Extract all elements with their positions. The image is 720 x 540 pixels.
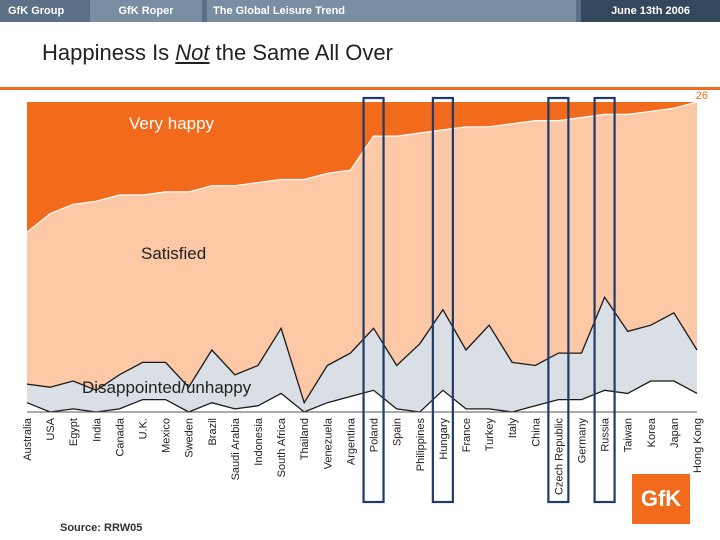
tick-label-czech-republic: Czech Republic [553, 418, 565, 496]
tick-label-spain: Spain [392, 418, 404, 446]
page-title: Happiness Is Not the Same All Over [42, 40, 393, 66]
highlight-box-russia [593, 96, 616, 504]
satisfied-area [27, 102, 697, 412]
title-divider [0, 87, 720, 90]
tick-label-japan: Japan [669, 418, 681, 448]
satisfied-boundary-line [26, 295, 698, 405]
tick-label-sweden: Sweden [184, 418, 196, 458]
tick-label-australia: Australia [22, 417, 34, 461]
tick-label-hong-kong: Hong Kong [692, 418, 704, 473]
tick-label-u-k-: U.K. [138, 418, 150, 439]
tick-label-saudi-arabia: Saudi Arabia [230, 417, 242, 480]
disappointed-inner-line [26, 380, 698, 413]
tick-label-argentina: Argentina [345, 417, 357, 465]
highlight-box-hungary [431, 96, 454, 504]
title-part-2: the Same All Over [209, 40, 393, 65]
very-happy-boundary-line [26, 101, 698, 233]
tick-label-poland: Poland [369, 418, 381, 452]
label-very-happy: Very happy [129, 114, 215, 133]
tick-label-egypt: Egypt [68, 418, 80, 446]
gfk-logo: GfK [632, 474, 690, 524]
tick-label-south-africa: South Africa [276, 417, 288, 477]
highlight-box-czech-republic [547, 96, 570, 504]
tick-label-italy: Italy [507, 418, 519, 439]
label-disappointed: Disappointed/unhappy [82, 378, 252, 397]
source-note: Source: RRW05 [60, 522, 143, 534]
tick-label-philippines: Philippines [415, 418, 427, 472]
tick-label-russia: Russia [600, 417, 612, 452]
tick-label-brazil: Brazil [207, 418, 219, 446]
lower-band-area [27, 381, 697, 412]
disappointed-area [27, 297, 697, 412]
tab-date: June 13th 2006 [581, 0, 720, 22]
tab-gfk-roper[interactable]: GfK Roper [90, 0, 202, 22]
tick-label-india: India [91, 417, 103, 442]
tick-label-taiwan: Taiwan [623, 418, 635, 452]
tick-label-usa: USA [45, 417, 57, 440]
tab-gfk-group[interactable]: GfK Group [8, 5, 65, 17]
title-part-1: Happiness Is [42, 40, 176, 65]
highlight-box-poland [362, 96, 385, 504]
tick-label-thailand: Thailand [299, 418, 311, 460]
page-number: 26 [695, 90, 708, 102]
tick-label-indonesia: Indonesia [253, 417, 265, 466]
tick-label-canada: Canada [114, 417, 126, 456]
title-emphasis: Not [175, 40, 210, 65]
tick-label-france: France [461, 418, 473, 452]
tick-label-germany: Germany [576, 418, 588, 464]
tick-label-hungary: Hungary [438, 418, 450, 460]
tick-label-venezuela: Venezuela [322, 417, 334, 469]
tick-label-mexico: Mexico [161, 418, 173, 453]
label-satisfied: Satisfied [141, 244, 206, 263]
tick-label-korea: Korea [646, 417, 658, 447]
tick-label-china: China [530, 417, 542, 447]
tick-label-turkey: Turkey [484, 418, 496, 452]
tab-global-leisure-trend[interactable]: The Global Leisure Trend [207, 0, 576, 22]
